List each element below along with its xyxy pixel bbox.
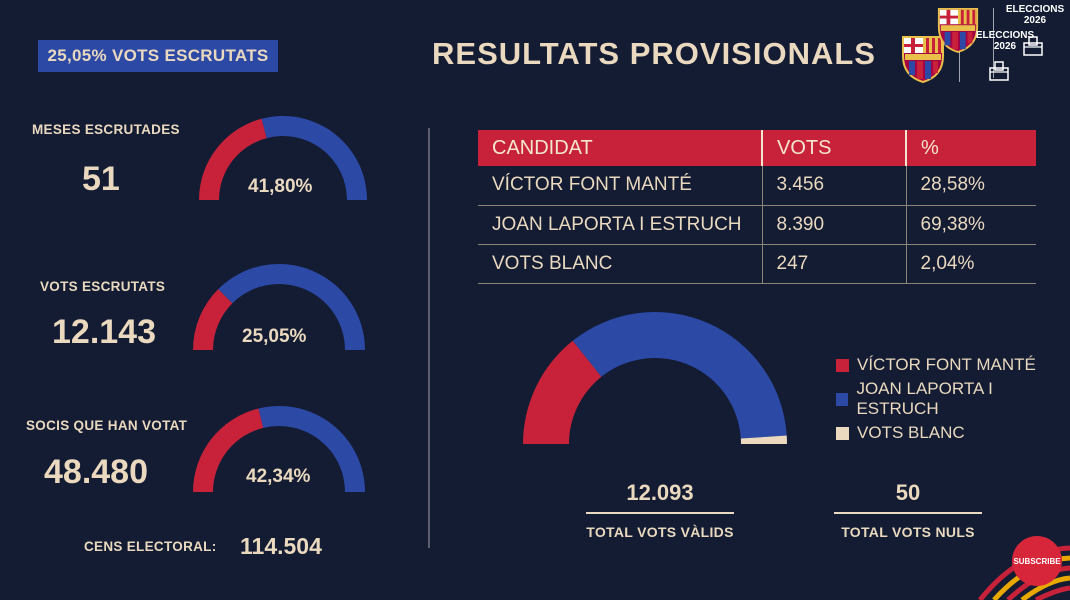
header-pct: % bbox=[906, 130, 1036, 166]
cell-pct: 69,38% bbox=[906, 205, 1036, 245]
divider bbox=[428, 128, 430, 548]
total-valid: 12.093 TOTAL VOTS VÀLIDS bbox=[586, 480, 734, 540]
legend-swatch-blue bbox=[836, 392, 849, 406]
total-null-label: TOTAL VOTS NULS bbox=[841, 523, 975, 540]
legend-item: VÍCTOR FONT MANTÉ bbox=[836, 348, 1070, 382]
table-row: VOTS BLANC 247 2,04% bbox=[478, 244, 1036, 284]
gauge-pct-vots: 25,05% bbox=[242, 326, 307, 347]
logo-divider bbox=[993, 8, 994, 78]
cell-candidate: JOAN LAPORTA I ESTRUCH bbox=[478, 205, 763, 245]
legend-label: VÍCTOR FONT MANTÉ bbox=[857, 355, 1036, 374]
gauge-filled-arc bbox=[199, 118, 267, 200]
fcb-crest-icon bbox=[902, 36, 944, 84]
slice-font bbox=[523, 340, 602, 444]
legend-item: VOTS BLANC bbox=[836, 416, 1070, 450]
table-header-row: CANDIDAT VOTS % bbox=[478, 130, 1036, 166]
slice-blanc bbox=[740, 435, 787, 444]
gauge-remaining-arc bbox=[258, 406, 365, 492]
stat-value-vots: 12.143 bbox=[52, 313, 156, 351]
table-row: JOAN LAPORTA I ESTRUCH 8.390 69,38% bbox=[478, 205, 1036, 245]
stat-value-socis: 48.480 bbox=[44, 453, 148, 491]
cell-pct: 28,58% bbox=[906, 166, 1036, 206]
fcb-crest-icon bbox=[937, 8, 979, 53]
legend-item: JOAN LAPORTA I ESTRUCH bbox=[836, 379, 1070, 418]
gauge-meses bbox=[199, 116, 367, 200]
total-null: 50 TOTAL VOTS NULS bbox=[834, 480, 982, 540]
ballot-box-icon bbox=[1023, 36, 1043, 56]
total-valid-value: 12.093 bbox=[626, 480, 694, 505]
total-valid-label: TOTAL VOTS VÀLIDS bbox=[586, 523, 734, 540]
stat-value-meses: 51 bbox=[82, 160, 120, 198]
legend: VÍCTOR FONT MANTÉ JOAN LAPORTA I ESTRUCH… bbox=[836, 348, 1070, 450]
header-vots: VOTS bbox=[762, 130, 907, 166]
total-null-value: 50 bbox=[895, 480, 921, 505]
ballot-box-icon bbox=[989, 61, 1009, 81]
subscribe-button[interactable]: SUBSCRIBE bbox=[1012, 536, 1062, 586]
cell-pct: 2,04% bbox=[906, 244, 1036, 284]
gauge-filled-arc bbox=[193, 289, 233, 350]
gauge-vots bbox=[193, 263, 365, 350]
header-candidat: CANDIDAT bbox=[478, 130, 763, 166]
scrutiny-badge: 25,05% VOTS ESCRUTATS bbox=[38, 40, 278, 72]
stat-label-vots: VOTS ESCRUTATS bbox=[40, 279, 166, 294]
gauge-remaining-arc bbox=[261, 116, 367, 200]
cell-votes: 247 bbox=[762, 244, 907, 284]
elections-logo-text: ELECCIONS 2026 bbox=[1005, 4, 1065, 26]
census-label: CENS ELECTORAL: bbox=[84, 539, 217, 554]
cell-candidate: VÍCTOR FONT MANTÉ bbox=[478, 166, 763, 206]
gauge-pct-socis: 42,34% bbox=[246, 466, 311, 487]
table-row: VÍCTOR FONT MANTÉ 3.456 28,58% bbox=[478, 166, 1036, 206]
cell-votes: 8.390 bbox=[762, 205, 907, 245]
results-table: CANDIDAT VOTS % VÍCTOR FONT MANTÉ 3.456 … bbox=[478, 130, 1036, 284]
cell-votes: 3.456 bbox=[762, 166, 907, 206]
cell-candidate: VOTS BLANC bbox=[478, 244, 763, 284]
slice-laporta bbox=[572, 312, 787, 439]
total-valid-rule bbox=[586, 512, 734, 514]
gauge-remaining-arc bbox=[218, 263, 365, 350]
legend-label: VOTS BLANC bbox=[857, 423, 965, 442]
census-value: 114.504 bbox=[240, 533, 322, 559]
legend-swatch-red bbox=[836, 358, 849, 372]
gauge-pct-meses: 41,80% bbox=[248, 176, 313, 197]
gauge-socis bbox=[193, 406, 365, 492]
gauge-filled-arc bbox=[193, 408, 264, 492]
stat-label-meses: MESES ESCRUTADES bbox=[32, 122, 180, 137]
legend-swatch-cream bbox=[836, 426, 849, 440]
logo-divider bbox=[959, 52, 960, 82]
legend-label: JOAN LAPORTA I ESTRUCH bbox=[856, 379, 993, 418]
stat-label-socis: SOCIS QUE HAN VOTAT bbox=[26, 418, 188, 433]
elections-logo-text: ELECCIONS 2026 bbox=[975, 30, 1035, 52]
page-title: RESULTATS PROVISIONALS bbox=[432, 36, 876, 71]
total-null-rule bbox=[834, 512, 982, 514]
results-semi-donut bbox=[523, 312, 787, 444]
